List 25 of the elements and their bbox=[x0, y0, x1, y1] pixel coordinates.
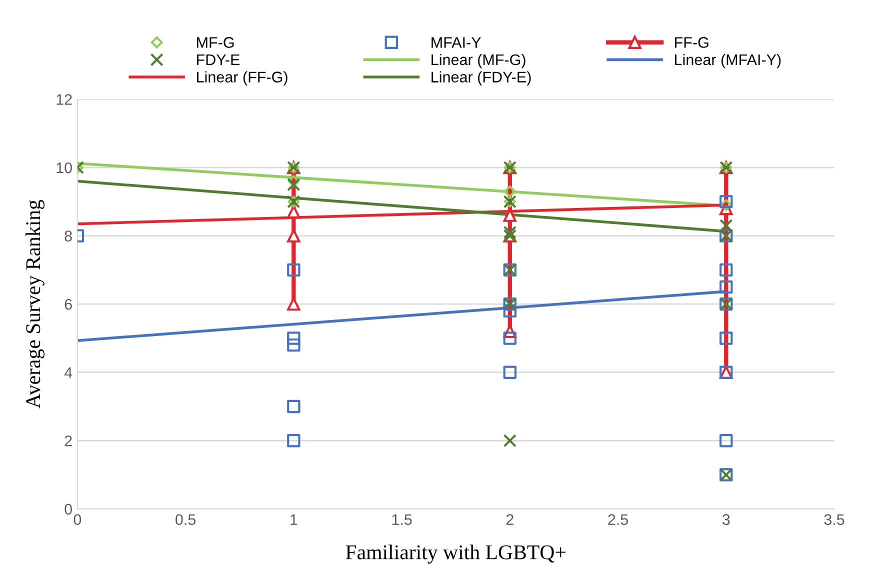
legend-label: FF-G bbox=[675, 37, 708, 48]
y-tick-label: 8 bbox=[64, 230, 72, 242]
y-tick-label: 4 bbox=[64, 367, 72, 378]
x-tick-label: 2 bbox=[506, 514, 514, 525]
legend-label: FDY-E bbox=[197, 54, 240, 66]
legend-label: MFAI-Y bbox=[432, 37, 481, 48]
x-tick-label: 0.5 bbox=[176, 514, 196, 525]
x-tick-label: 2.5 bbox=[608, 514, 628, 525]
y-tick-label: 10 bbox=[56, 162, 72, 174]
legend-label: MF-G bbox=[197, 37, 234, 48]
x-tick-label: 1.5 bbox=[392, 514, 412, 525]
y-tick-label: 12 bbox=[56, 94, 72, 105]
x-tick-label: 3 bbox=[722, 514, 730, 525]
legend-label: Linear (MF-G) bbox=[432, 54, 526, 68]
x-tick-label: 3.5 bbox=[824, 514, 844, 525]
x-tick-label: 0 bbox=[74, 514, 82, 525]
y-tick-label: 6 bbox=[64, 298, 72, 310]
x-axis-title: Familiarity with LGBTQ+ bbox=[346, 544, 566, 564]
y-tick-label: 0 bbox=[64, 504, 72, 515]
legend-label: Linear (MFAI-Y) bbox=[675, 54, 781, 68]
y-tick-label: 2 bbox=[64, 436, 72, 446]
legend-label: Linear (FDY-E) bbox=[432, 71, 531, 86]
y-axis-title: Average Survey Ranking bbox=[26, 200, 44, 408]
x-tick-label: 1 bbox=[290, 514, 298, 525]
legend-label: Linear (FF-G) bbox=[197, 71, 288, 86]
